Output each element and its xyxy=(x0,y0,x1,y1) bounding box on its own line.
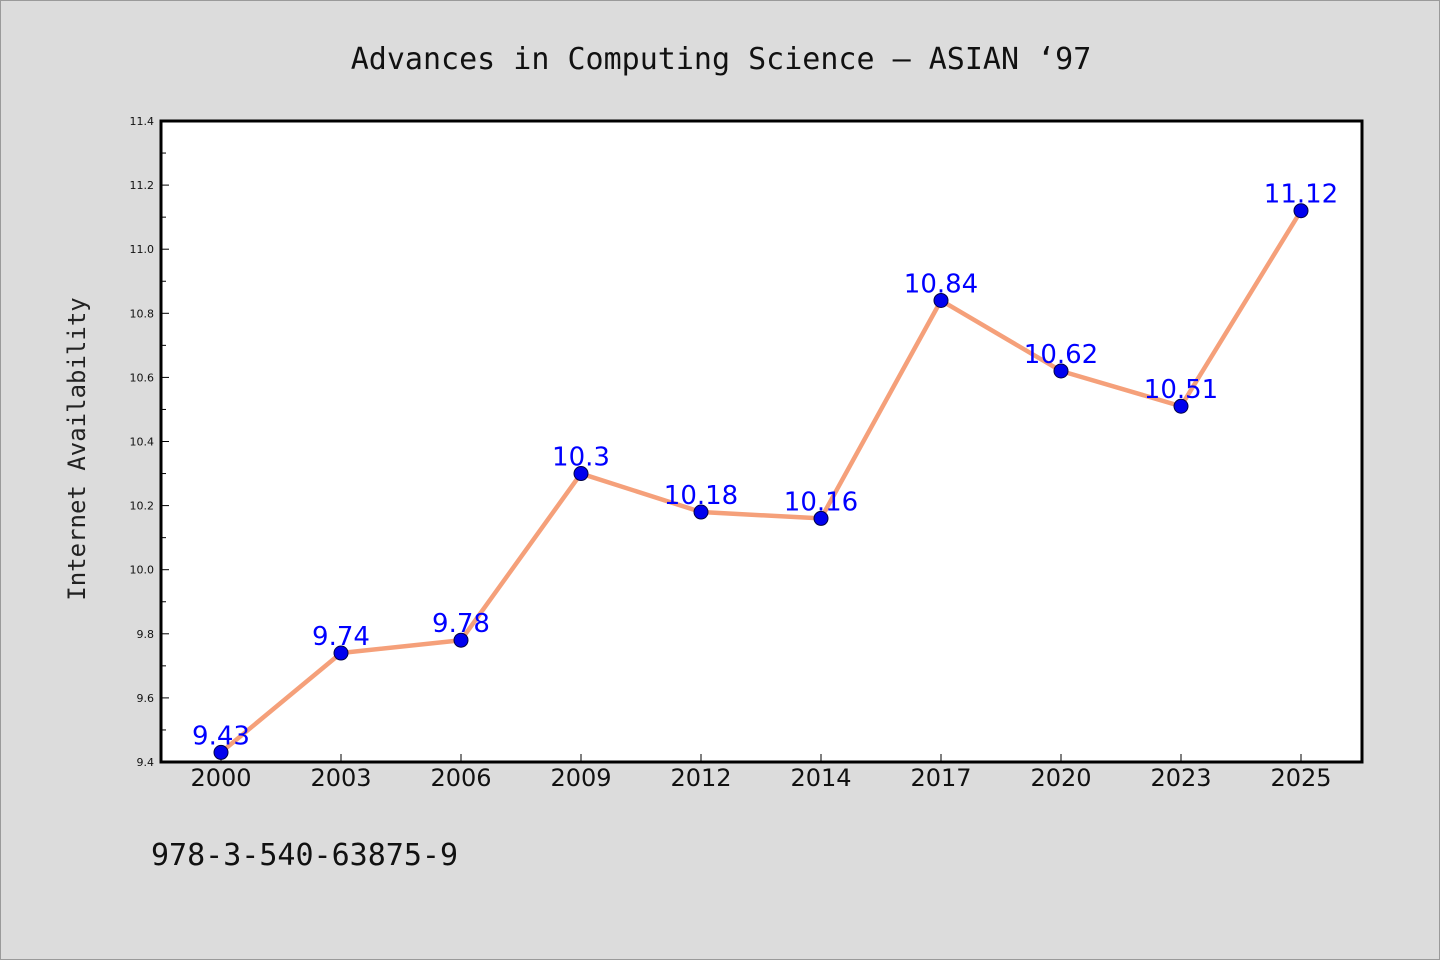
y-tick-label: 9.6 xyxy=(137,692,155,705)
y-tick-label: 10.2 xyxy=(130,500,155,513)
y-tick-label: 10.8 xyxy=(130,307,155,320)
series-markers xyxy=(213,203,1309,760)
y-tick-label: 10.4 xyxy=(130,436,155,449)
y-tick-label: 10.0 xyxy=(130,564,155,577)
y-axis-label: Internet Availability xyxy=(63,297,91,600)
data-point xyxy=(333,645,349,661)
data-point xyxy=(813,510,829,526)
x-tick-label: 2014 xyxy=(790,764,851,792)
data-point xyxy=(933,292,949,308)
data-point xyxy=(1293,203,1309,219)
x-tick-label: 2009 xyxy=(550,764,611,792)
y-tick-label: 9.4 xyxy=(137,756,155,769)
data-label: 9.78 xyxy=(432,609,490,639)
series-line xyxy=(219,209,1303,755)
data-point xyxy=(453,632,469,648)
y-tick-label: 10.6 xyxy=(130,371,155,384)
y-tick-label: 11.0 xyxy=(130,243,155,256)
data-label: 11.12 xyxy=(1264,180,1338,210)
data-label: 10.18 xyxy=(664,481,738,511)
x-tick-label: 2012 xyxy=(670,764,731,792)
x-axis: 2000 2003 2006 2009 2012 2014 2017 2020 2023 2025 xyxy=(190,754,1332,792)
data-label: 10.3 xyxy=(552,443,610,473)
data-point xyxy=(213,744,229,760)
data-point xyxy=(693,504,709,520)
data-label: 9.43 xyxy=(192,721,250,751)
chart-title: Advances in Computing Science – ASIAN ‘9… xyxy=(351,42,1092,77)
x-tick-label: 2017 xyxy=(910,764,971,792)
plot-area xyxy=(161,121,1362,762)
y-axis: 9.4 9.6 9.8 10.0 10.2 10.4 10.6 10.8 11.0 11.2 11.… xyxy=(130,115,169,769)
data-point xyxy=(1173,398,1189,414)
data-label: 10.16 xyxy=(784,487,858,517)
data-labels: 9.43 9.74 9.78 10.3 10.18 10.16 10.84 10.62 10.5… xyxy=(192,180,1338,752)
x-tick-label: 2006 xyxy=(430,764,491,792)
y-tick-label: 11.4 xyxy=(130,115,155,128)
data-point xyxy=(1053,363,1069,379)
y-tick-label: 11.2 xyxy=(130,179,155,192)
y-tick-label: 9.8 xyxy=(137,628,155,641)
data-label: 10.84 xyxy=(904,269,978,299)
footer-isbn: 978-3-540-63875-9 xyxy=(151,838,458,873)
x-tick-label: 2023 xyxy=(1150,764,1211,792)
data-label: 10.51 xyxy=(1144,375,1218,405)
data-point xyxy=(573,466,589,482)
data-label: 9.74 xyxy=(312,622,370,652)
plot-frame xyxy=(159,119,1364,764)
x-tick-label: 2020 xyxy=(1030,764,1091,792)
x-tick-label: 2025 xyxy=(1270,764,1331,792)
x-tick-label: 2000 xyxy=(190,764,251,792)
data-label: 10.62 xyxy=(1024,340,1098,370)
x-tick-label: 2003 xyxy=(310,764,371,792)
